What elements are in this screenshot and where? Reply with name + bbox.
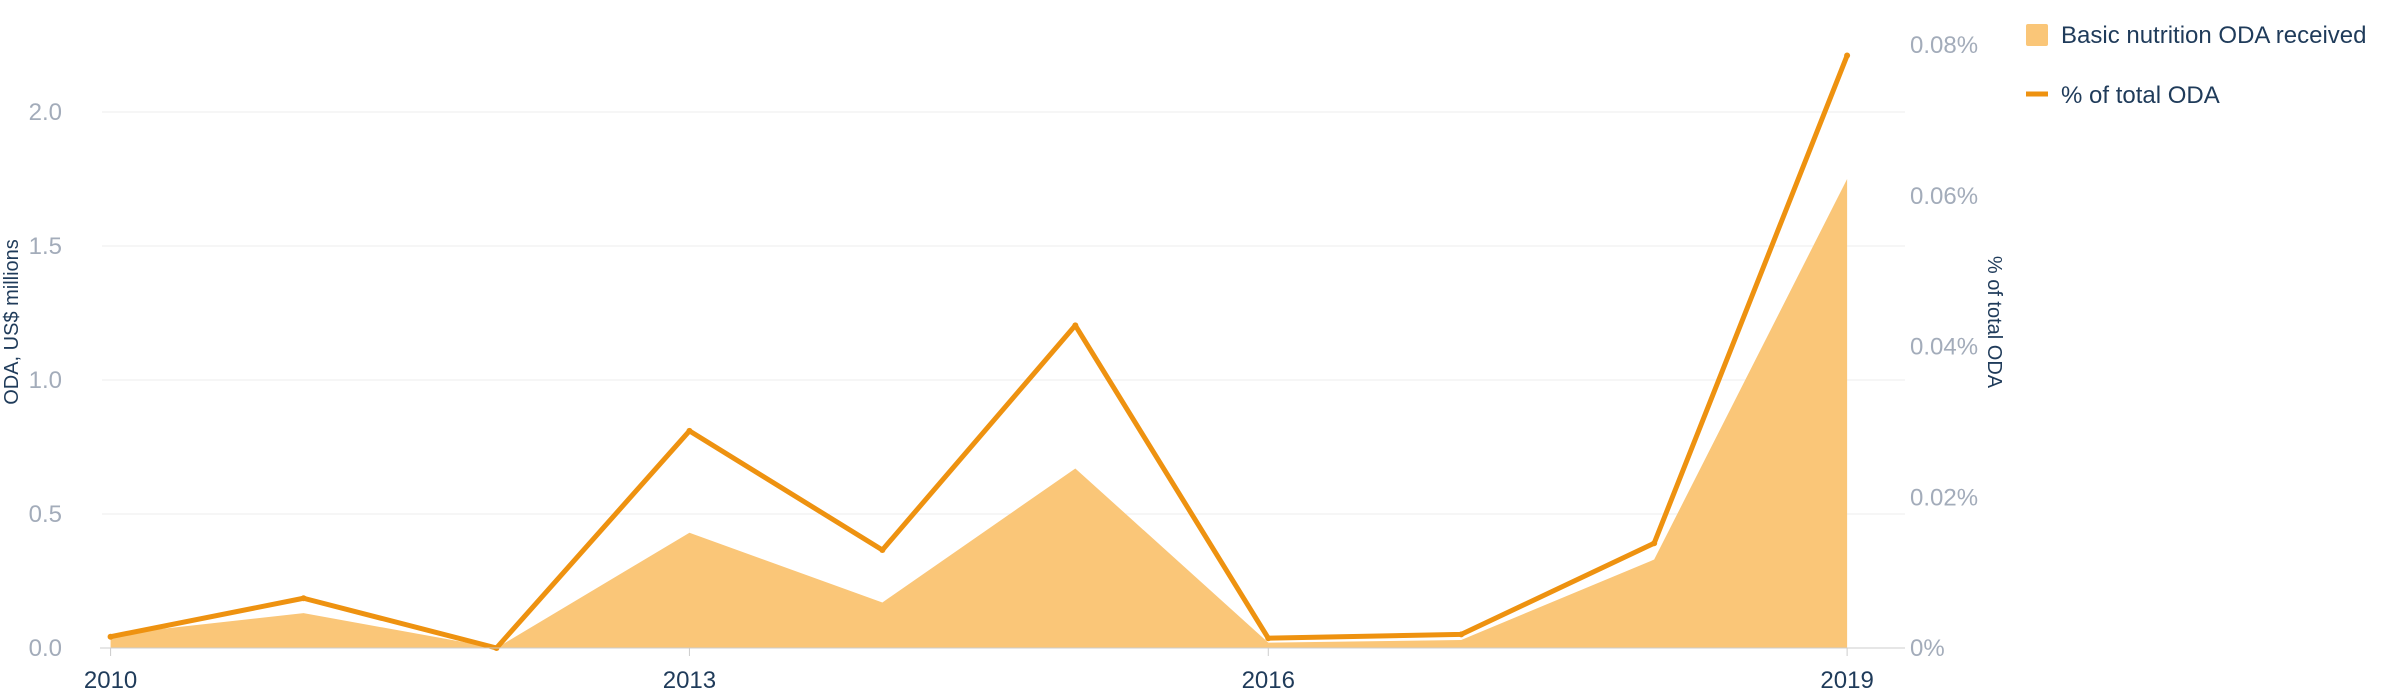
line-point[interactable] — [1458, 631, 1465, 638]
y-axis-right: 0% 0.02% 0.04% 0.06% 0.08% — [1910, 32, 1978, 662]
y2-tick-label: 0.02% — [1910, 484, 1978, 511]
line-percent-total-oda[interactable] — [108, 53, 1850, 651]
y2-tick-label: 0% — [1910, 635, 1945, 662]
y2-tick-label: 0.06% — [1910, 183, 1978, 210]
area-series — [110, 179, 1848, 648]
line-point[interactable] — [1072, 322, 1079, 329]
legend-item-area[interactable]: Basic nutrition ODA received — [2026, 22, 2366, 49]
legend-item-line[interactable]: % of total ODA — [2026, 82, 2220, 109]
y-tick-label: 0.0 — [29, 635, 62, 662]
y2-tick-label: 0.08% — [1910, 32, 1978, 59]
line-point[interactable] — [1265, 635, 1272, 642]
line-point[interactable] — [1651, 540, 1658, 547]
line-point[interactable] — [686, 427, 693, 434]
y-tick-label: 0.5 — [29, 501, 62, 528]
x-axis: 2010 2013 2016 2019 — [84, 647, 1905, 694]
area-basic-nutrition-oda[interactable] — [110, 179, 1848, 648]
x-tick-label: 2016 — [1242, 667, 1295, 694]
legend-line-label: % of total ODA — [2061, 82, 2220, 109]
x-tick-label: 2019 — [1820, 667, 1873, 694]
y-tick-label: 1.0 — [29, 367, 62, 394]
y-axis-title-left: ODA, US$ millions — [1, 239, 23, 405]
x-tick-label: 2013 — [663, 667, 716, 694]
line-point[interactable] — [107, 633, 114, 640]
line-point[interactable] — [1844, 52, 1851, 59]
line-series — [107, 52, 1851, 651]
y-tick-label: 2.0 — [29, 99, 62, 126]
legend-area-swatch — [2026, 24, 2048, 46]
legend: Basic nutrition ODA received % of total … — [2026, 22, 2366, 109]
line-point[interactable] — [879, 547, 886, 554]
y-axis-title-right: % of total ODA — [1983, 256, 2005, 389]
legend-area-label: Basic nutrition ODA received — [2061, 22, 2366, 49]
y-axis-left: 0.0 0.5 1.0 1.5 2.0 — [29, 99, 62, 662]
y2-tick-label: 0.04% — [1910, 334, 1978, 361]
x-tick-label: 2010 — [84, 667, 137, 694]
y-tick-label: 1.5 — [29, 233, 62, 260]
grid-lines — [102, 111, 1905, 515]
line-point[interactable] — [300, 595, 307, 602]
